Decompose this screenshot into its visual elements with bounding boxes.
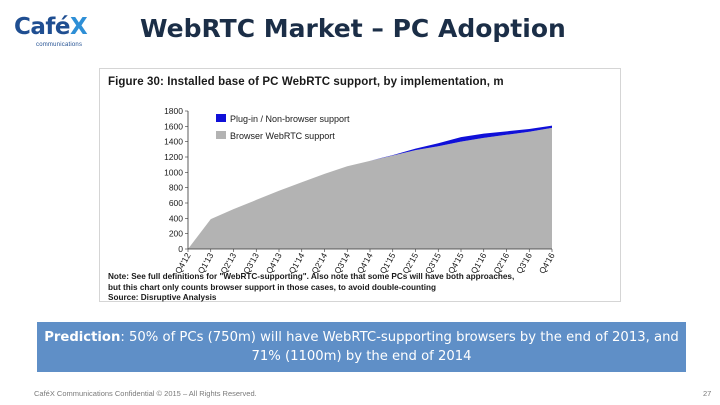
y-tick-label: 600 [169,198,183,208]
note-line-2: but this chart only counts browser suppo… [108,282,436,292]
y-tick-label: 400 [169,213,183,223]
note-line-1: Note: See full definitions for "WebRTC-s… [108,272,515,281]
y-tick-label: 1600 [164,121,183,131]
y-tick-label: 1400 [164,137,183,147]
page-number: 27 [703,389,712,398]
slide-title: WebRTC Market – PC Adoption [140,14,566,43]
y-tick-label: 800 [169,183,183,193]
prediction-label: Prediction [44,330,121,345]
y-tick-label: 1000 [164,167,183,177]
source-line: Source: Disruptive Analysis [108,293,217,302]
y-tick-label: 1200 [164,152,183,162]
y-tick-label: 1800 [164,106,183,116]
prediction-text: : 50% of PCs (750m) will have WebRTC-sup… [120,330,679,364]
legend-label: Browser WebRTC support [230,131,335,141]
prediction-banner: Prediction: 50% of PCs (750m) will have … [37,322,686,372]
figure-note: Note: See full definitions for "WebRTC-s… [108,272,613,304]
cafex-logo: CaféX communications [14,14,114,54]
logo-wordmark: CaféX [14,14,88,40]
logo-subtitle: communications [36,42,83,48]
legend-label: Plug-in / Non-browser support [230,114,350,124]
legend-swatch [216,114,226,122]
legend-swatch [216,131,226,139]
y-tick-label: 200 [169,229,183,239]
y-tick-label: 0 [178,244,183,254]
figure-title: Figure 30: Installed base of PC WebRTC s… [108,76,504,88]
footer-confidential: CaféX Communications Confidential © 2015… [34,389,257,398]
series-area-0 [188,127,552,249]
